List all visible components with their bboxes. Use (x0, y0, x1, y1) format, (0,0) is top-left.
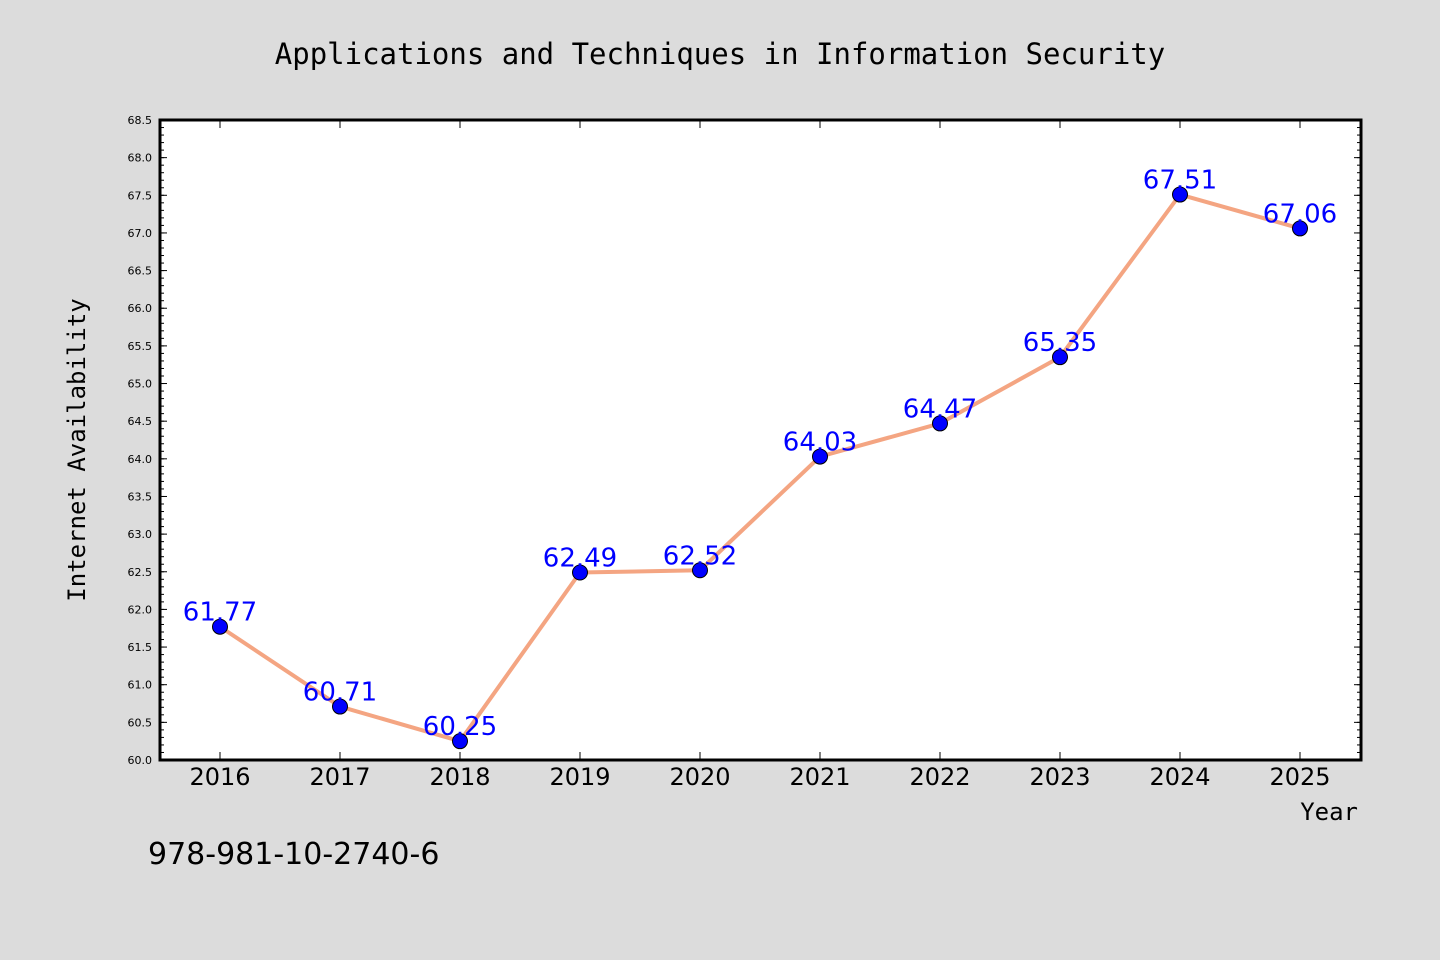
y-tick-label: 62.5 (128, 566, 153, 579)
chart-title: Applications and Techniques in Informati… (275, 37, 1165, 71)
series-line (218, 192, 1301, 744)
axis-ticks: 60.0 60.5 61.0 61.5 62.0 62.5 63.0 63.5 64.0 64.5… (128, 114, 1361, 791)
data-point (1292, 220, 1308, 237)
data-label: 62.49 (543, 544, 617, 574)
data-point (572, 564, 588, 581)
data-label: 64.03 (783, 428, 857, 458)
y-tick-label: 66.5 (128, 265, 153, 278)
y-tick-label: 60.0 (128, 754, 153, 767)
y-tick-label: 65.5 (128, 340, 153, 353)
data-label: 67.06 (1263, 199, 1337, 229)
y-tick-label: 64.5 (128, 415, 153, 428)
isbn-text: 978-981-10-2740-6 (148, 837, 439, 872)
y-tick-label: 65.0 (128, 378, 153, 391)
y-tick-label: 68.5 (128, 114, 153, 127)
x-tick-label: 2019 (549, 763, 610, 791)
x-tick-label: 2022 (909, 763, 970, 791)
data-labels: 61.77 60.71 60.25 62.49 62.52 64.03 64.47 65.35… (183, 166, 1337, 743)
y-tick-label: 63.0 (128, 528, 153, 541)
data-label: 62.52 (663, 541, 737, 571)
x-tick-label: 2016 (189, 763, 250, 791)
x-tick-label: 2021 (789, 763, 850, 791)
x-tick-label: 2020 (669, 763, 730, 791)
y-tick-label: 60.5 (128, 716, 153, 729)
data-points (212, 186, 1308, 750)
x-tick-label: 2024 (1149, 763, 1210, 791)
y-tick-label: 66.0 (128, 302, 153, 315)
data-label: 67.51 (1143, 166, 1217, 196)
data-point (692, 562, 708, 579)
data-label: 65.35 (1023, 328, 1097, 358)
plot-area (160, 120, 1361, 760)
x-tick-label: 2023 (1029, 763, 1090, 791)
x-tick-label: 2025 (1269, 763, 1330, 791)
y-tick-label: 67.5 (128, 189, 153, 202)
x-tick-label: 2017 (309, 763, 370, 791)
y-tick-label: 63.5 (128, 490, 153, 503)
y-tick-label: 61.0 (128, 679, 153, 692)
series-line-layer (218, 192, 1301, 744)
data-point (932, 415, 948, 432)
data-label: 61.77 (183, 598, 257, 628)
data-label: 60.71 (303, 678, 377, 708)
data-point (1052, 349, 1068, 366)
data-label: 60.25 (423, 712, 497, 742)
plot-frame (158, 118, 1363, 762)
y-tick-label: 62.0 (128, 603, 153, 616)
x-tick-label: 2018 (429, 763, 490, 791)
data-point (212, 618, 228, 635)
x-axis-label: Year (1300, 798, 1358, 826)
data-point (452, 733, 468, 750)
y-tick-label: 67.0 (128, 227, 153, 240)
data-label: 64.47 (903, 394, 977, 424)
data-point (1172, 186, 1188, 203)
y-tick-label: 64.0 (128, 453, 153, 466)
data-point (332, 698, 348, 715)
y-tick-label: 61.5 (128, 641, 153, 654)
y-tick-label: 68.0 (128, 152, 153, 165)
data-point (812, 448, 828, 465)
y-axis-label: Internet Availability (63, 298, 91, 601)
